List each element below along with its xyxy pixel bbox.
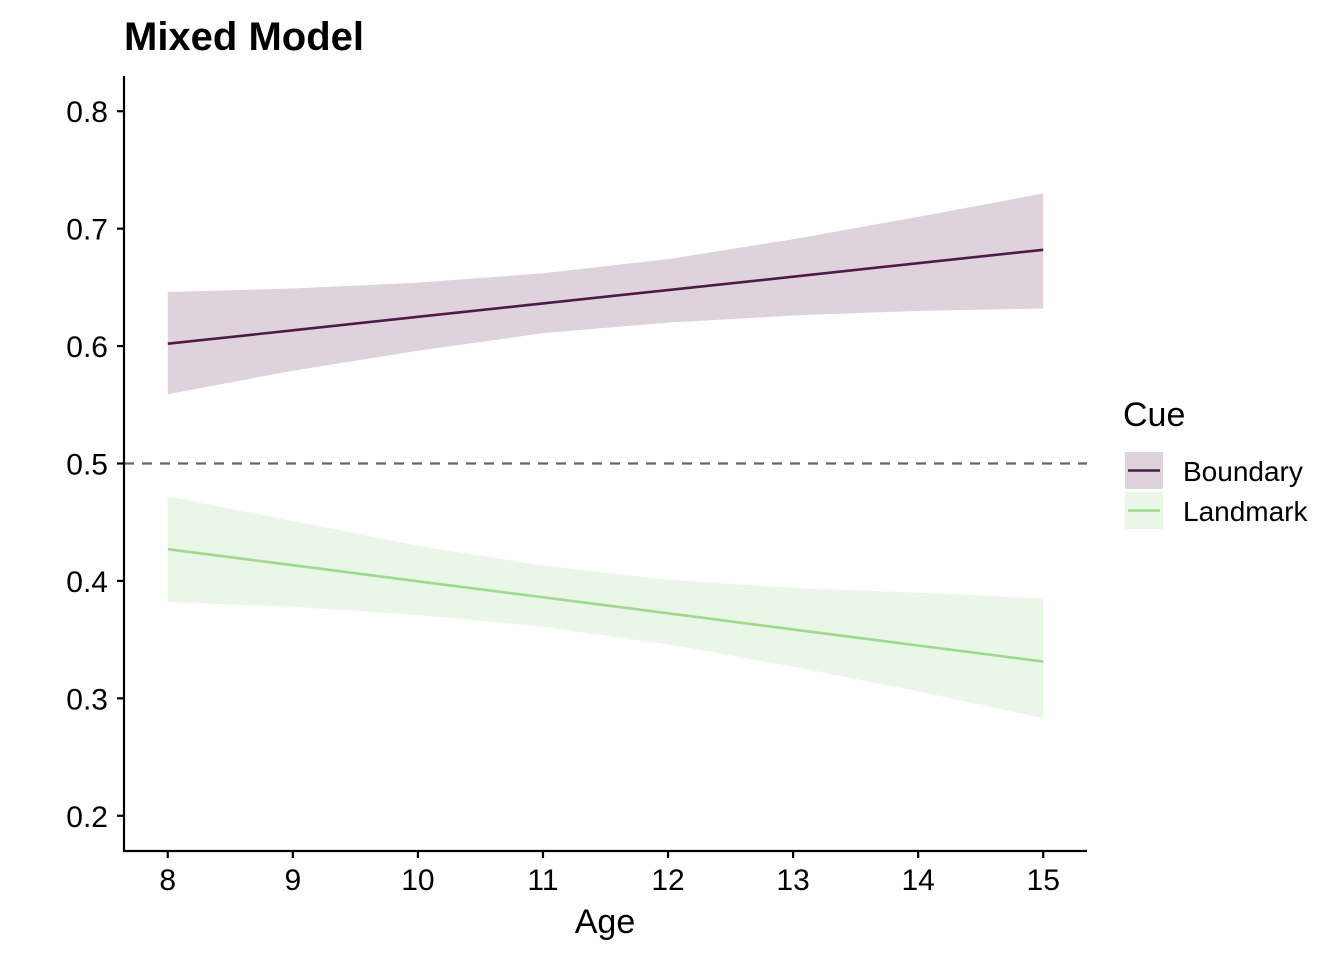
legend-label-boundary: Boundary [1183,456,1303,487]
x-tick-label: 15 [1027,864,1060,897]
band-landmark [167,496,1044,719]
legend: Cue Boundary Landmark [1123,396,1309,529]
chart-title: Mixed Model [124,15,364,59]
line-landmark [167,547,1044,663]
confidence-bands [167,193,1044,719]
x-tick-label: 9 [284,864,301,897]
y-tick-label: 0.3 [66,683,108,716]
series-lines [167,248,1044,663]
x-tick-label: 12 [651,864,684,897]
y-axis-ticks: 0.2 0.3 0.4 0.5 0.6 0.7 0.8 [66,96,124,834]
line-boundary [167,248,1044,346]
band-boundary [167,193,1044,395]
y-tick-label: 0.2 [66,801,108,834]
x-axis-ticks: 8 9 10 11 12 13 14 15 [159,851,1060,897]
x-tick-label: 13 [776,864,809,897]
y-tick-label: 0.6 [66,331,108,364]
y-tick-label: 0.7 [66,214,108,247]
x-tick-label: 11 [527,864,558,897]
y-tick-label: 0.4 [66,566,108,599]
legend-title: Cue [1123,396,1185,434]
y-tick-label: 0.8 [66,96,108,129]
x-axis-title: Age [575,903,636,941]
x-tick-label: 10 [401,864,434,897]
y-tick-label: 0.5 [66,449,108,482]
legend-label-landmark: Landmark [1183,496,1309,527]
x-tick-label: 8 [159,864,176,897]
x-tick-label: 14 [901,864,934,897]
